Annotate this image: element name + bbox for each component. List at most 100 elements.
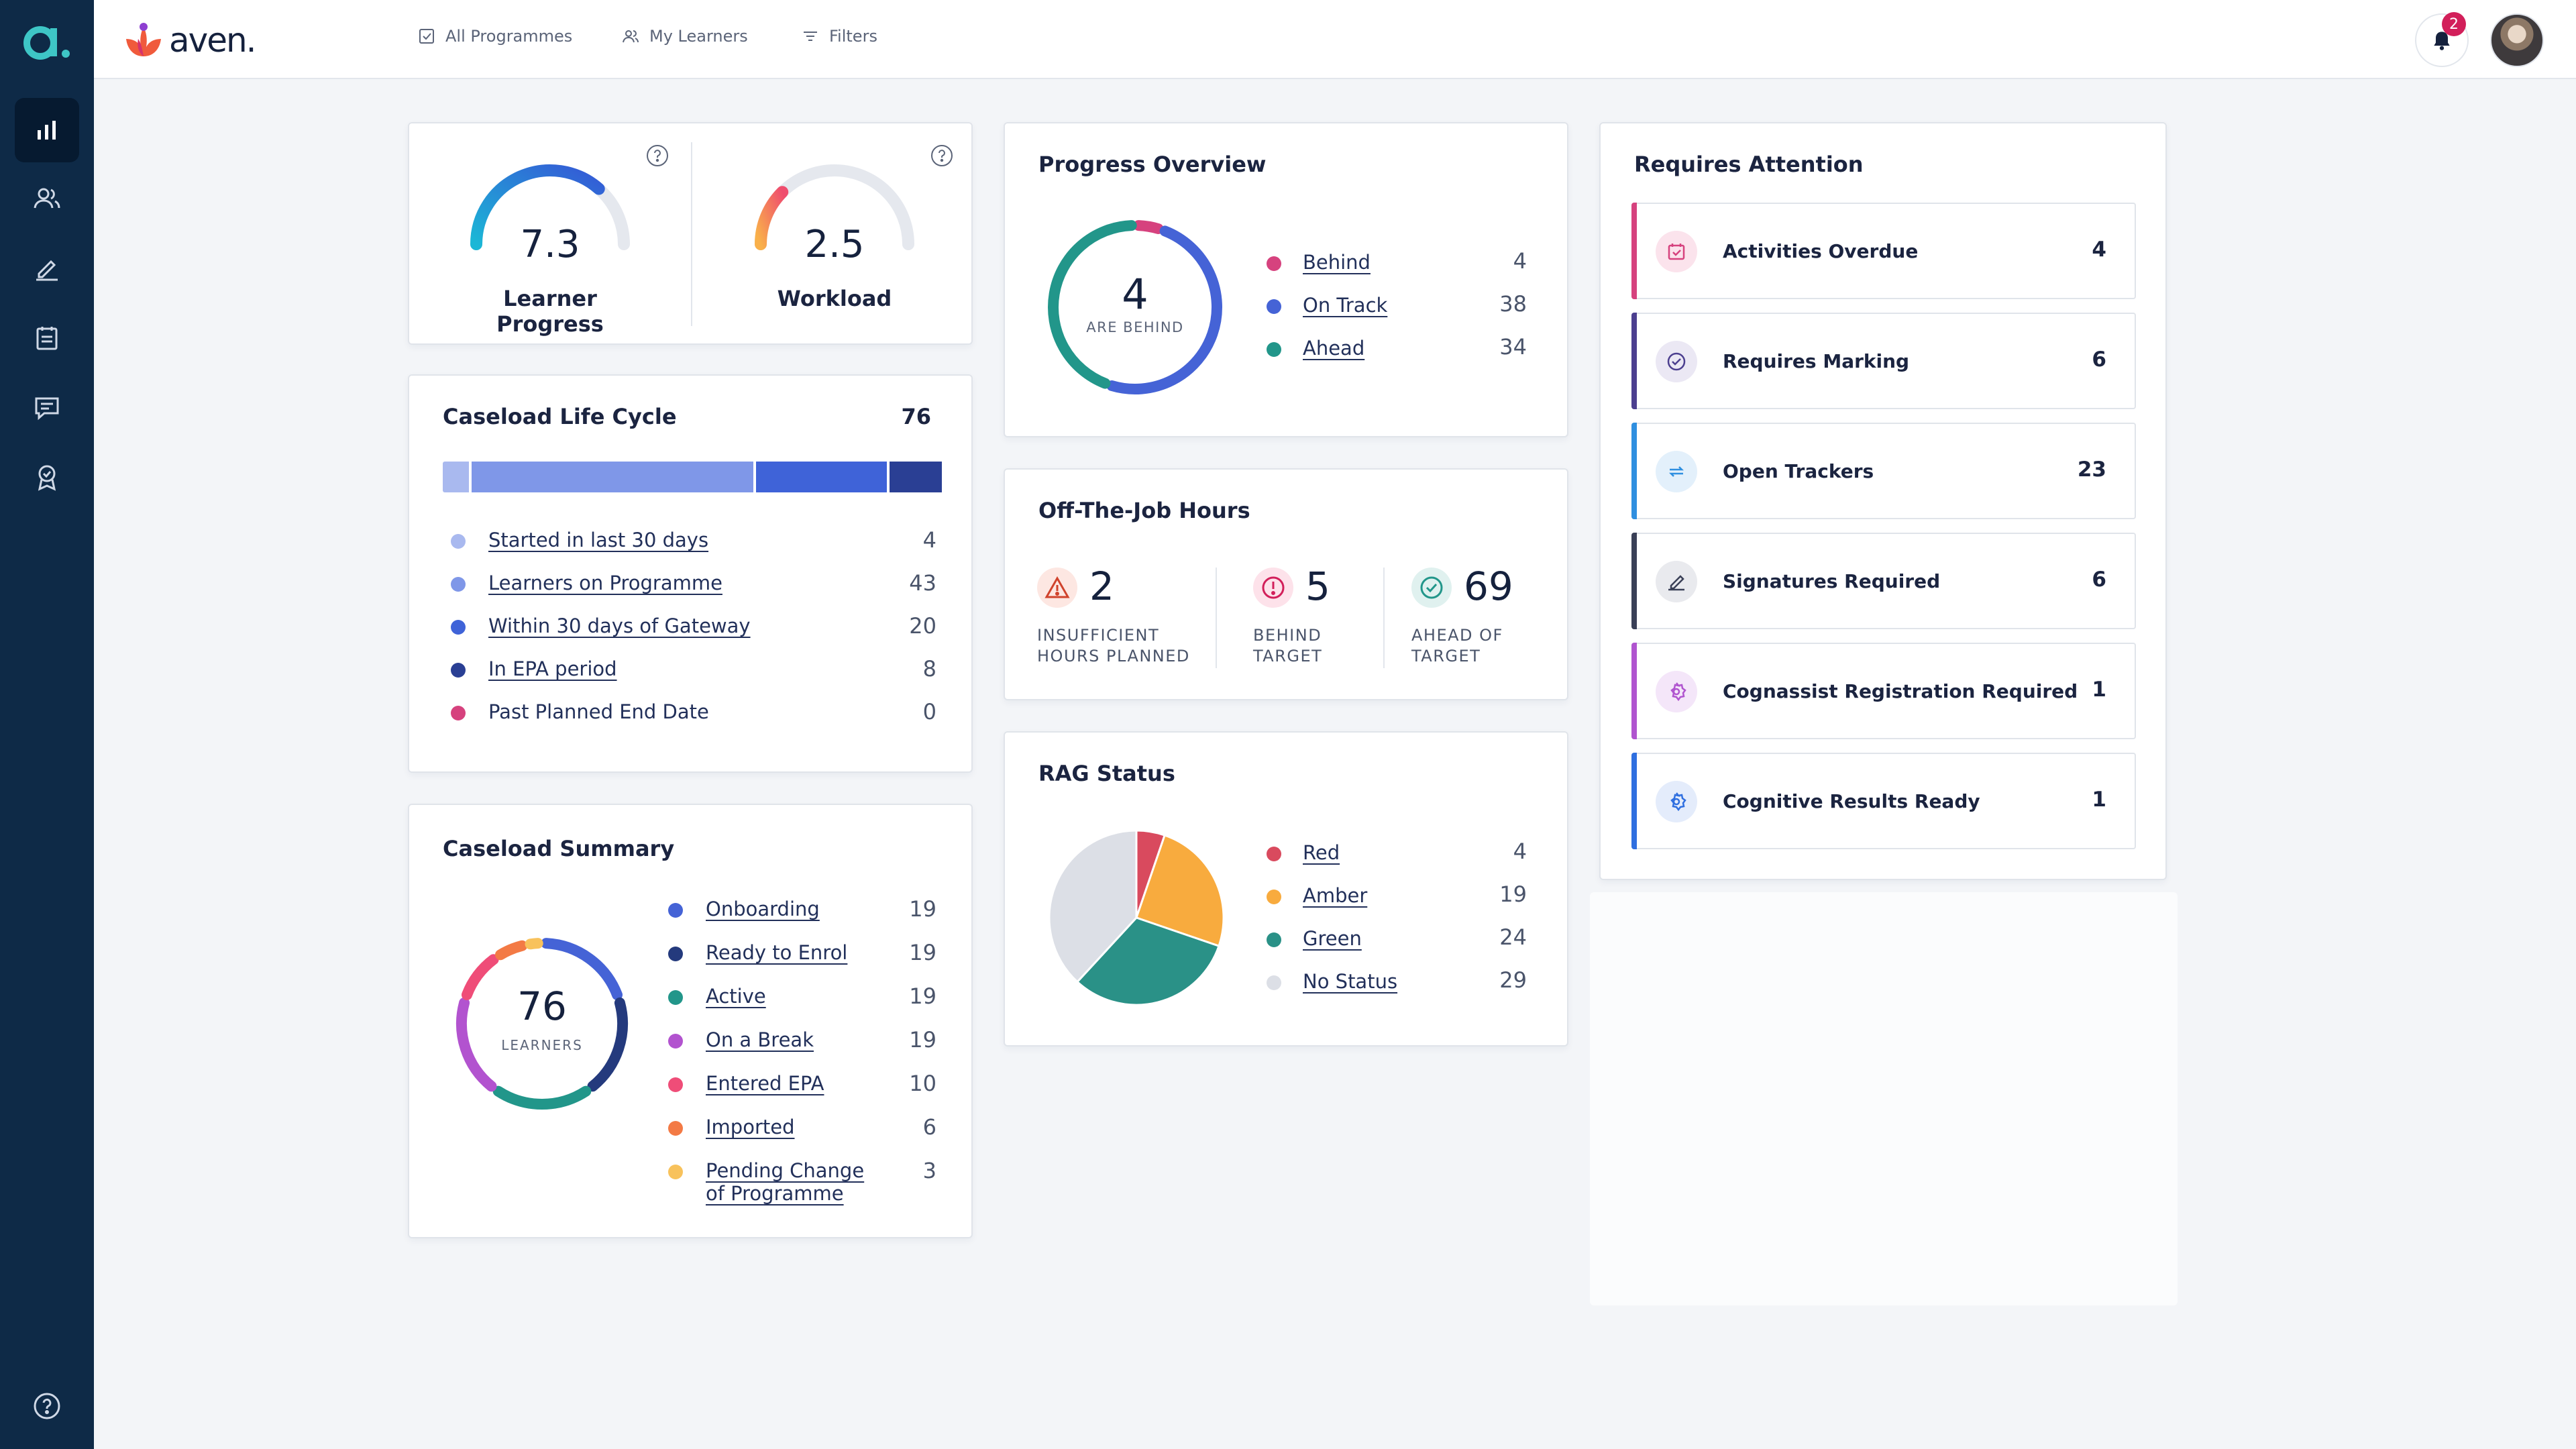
legend-dot: [451, 620, 466, 635]
progress-donut: [1048, 220, 1222, 394]
sidebar-item-messages[interactable]: [15, 376, 79, 440]
nav-label: All Programmes: [445, 27, 573, 46]
donut-segment[interactable]: [541, 938, 623, 1000]
lifecycle-item-label[interactable]: In EPA period: [488, 657, 617, 680]
donut-segment[interactable]: [456, 997, 497, 1092]
card-title: Progress Overview: [1038, 152, 1267, 177]
repeat-arrows-icon: [1656, 451, 1697, 492]
caseload-summary-card: Caseload Summary 76 LEARNERS Onboarding 1…: [408, 804, 973, 1238]
legend-dot: [668, 990, 683, 1005]
notifications-button[interactable]: 2: [2415, 12, 2469, 67]
attention-item-count: 1: [2092, 678, 2106, 702]
requires-attention-card: Requires Attention Activities Overdue 4 Re…: [1599, 122, 2167, 880]
card-title: Caseload Life Cycle: [443, 404, 677, 429]
lifecycle-item-label: Past Planned End Date: [488, 700, 709, 723]
rag-item-value: 24: [1499, 924, 1527, 950]
donut-segment[interactable]: [587, 997, 628, 1092]
lifecycle-item-label[interactable]: Learners on Programme: [488, 572, 722, 594]
lifecycle-item-value: 4: [922, 527, 936, 553]
pie-slice[interactable]: [1048, 829, 1138, 983]
card-title: Requires Attention: [1634, 152, 1864, 177]
donut-segment[interactable]: [495, 940, 528, 961]
rag-pie-chart: [1048, 829, 1225, 1006]
donut-segment[interactable]: [1106, 225, 1222, 394]
lifecycle-bar-segment[interactable]: [472, 462, 753, 492]
progress-item-label[interactable]: Ahead: [1303, 337, 1365, 360]
attention-item[interactable]: Signatures Required 6: [1631, 533, 2136, 629]
legend-dot: [668, 903, 683, 918]
check-circle-icon: [1411, 568, 1452, 608]
progress-item-label[interactable]: Behind: [1303, 251, 1371, 274]
progress-item-label[interactable]: On Track: [1303, 294, 1388, 317]
sidebar-item-help[interactable]: [15, 1374, 79, 1438]
caseload-lifecycle-card: Caseload Life Cycle 76 Started in last 3…: [408, 374, 973, 773]
attention-item[interactable]: Activities Overdue 4: [1631, 203, 2136, 299]
attention-item-label: Requires Marking: [1723, 350, 1910, 372]
badge-icon: [38, 465, 56, 491]
gauge-label: Learner Progress: [496, 286, 604, 337]
attention-item[interactable]: Open Trackers 23: [1631, 423, 2136, 519]
otj-caption: BEHIND TARGET: [1253, 626, 1323, 665]
summary-item-label[interactable]: Imported: [706, 1116, 795, 1138]
attention-item[interactable]: Cognassist Registration Required 1: [1631, 643, 2136, 739]
rag-item-label[interactable]: Amber: [1303, 884, 1368, 907]
summary-item-label[interactable]: Entered EPA: [706, 1072, 824, 1095]
app-logo-icon[interactable]: [20, 17, 74, 64]
rag-item-label[interactable]: Green: [1303, 927, 1362, 950]
progress-item-value: 34: [1499, 334, 1527, 360]
lifecycle-item-label[interactable]: Within 30 days of Gateway: [488, 614, 751, 637]
check-circle-icon: [1656, 341, 1697, 382]
summary-item-label[interactable]: Pending Change of Programme: [706, 1159, 865, 1205]
progress-center-caption: ARE BEHIND: [1086, 319, 1184, 335]
donut-segment[interactable]: [525, 938, 543, 950]
sidebar-item-plans[interactable]: [15, 306, 79, 370]
sidebar-item-learners[interactable]: [15, 166, 79, 231]
otj-hours-card: Off-The-Job Hours 2 INSUFFICIENT HOURS PL…: [1004, 468, 1568, 700]
donut-segment[interactable]: [492, 1085, 592, 1110]
pie-slice[interactable]: [1075, 916, 1220, 1006]
attention-item[interactable]: Requires Marking 6: [1631, 313, 2136, 409]
attention-accent-bar: [1631, 753, 1637, 849]
brand-logo[interactable]: aven.: [123, 20, 257, 60]
lifecycle-bar-segment[interactable]: [889, 462, 943, 492]
pie-slice[interactable]: [1135, 834, 1225, 948]
summary-item-label[interactable]: On a Break: [706, 1028, 814, 1051]
sidebar-item-dashboard[interactable]: [15, 98, 79, 162]
rag-status-card: RAG Status Red 4 Amber 19 Green 24 No Status 29: [1004, 731, 1568, 1046]
rag-item-value: 4: [1513, 839, 1527, 864]
bar-chart-icon: [38, 121, 56, 140]
summary-item-label[interactable]: Onboarding: [706, 898, 820, 920]
lifecycle-item-value: 8: [922, 656, 936, 682]
summary-item-label[interactable]: Active: [706, 985, 766, 1008]
summary-item-value: 19: [909, 983, 936, 1009]
user-avatar[interactable]: [2490, 13, 2544, 67]
legend-dot: [668, 1077, 683, 1092]
top-header: aven. All Programmes My Learners Filters…: [94, 0, 2576, 79]
sidebar-item-achievements[interactable]: [15, 445, 79, 510]
donut-segment[interactable]: [1133, 220, 1164, 234]
lifecycle-item-label[interactable]: Started in last 30 days: [488, 529, 709, 551]
rag-item-label[interactable]: No Status: [1303, 970, 1398, 993]
donut-segment[interactable]: [461, 954, 499, 1000]
workload-gauge: [755, 164, 914, 250]
donut-segment[interactable]: [1048, 220, 1137, 389]
nav-all-programmes[interactable]: All Programmes: [417, 27, 572, 46]
sidebar-item-signatures[interactable]: [15, 236, 79, 301]
legend-dot: [1267, 342, 1281, 357]
summary-item-label[interactable]: Ready to Enrol: [706, 941, 848, 964]
attention-item-count: 6: [2092, 347, 2106, 372]
lifecycle-bar-segment[interactable]: [443, 462, 470, 492]
users-icon: [34, 188, 60, 209]
nav-label: Filters: [829, 27, 877, 46]
rag-item-label[interactable]: Red: [1303, 841, 1340, 864]
nav-my-learners[interactable]: My Learners: [621, 27, 748, 46]
help-icon[interactable]: [930, 144, 954, 168]
nav-filters[interactable]: Filters: [801, 27, 877, 46]
attention-item[interactable]: Cognitive Results Ready 1: [1631, 753, 2136, 849]
brain-gear-icon: [1656, 671, 1697, 712]
alert-circle-icon: [1253, 568, 1293, 608]
progress-item-value: 38: [1499, 291, 1527, 317]
progress-item-value: 4: [1513, 248, 1527, 274]
help-icon[interactable]: [645, 144, 669, 168]
lifecycle-bar-segment[interactable]: [755, 462, 887, 492]
